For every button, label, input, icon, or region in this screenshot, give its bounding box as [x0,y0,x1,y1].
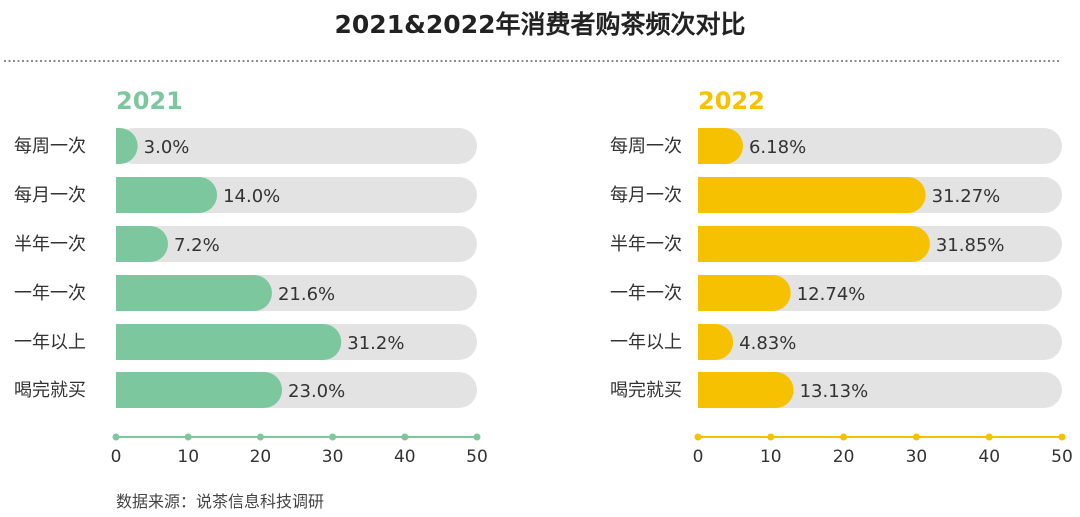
x-tick-label: 0 [693,447,704,467]
source-note: 数据来源：说茶信息科技调研 [116,492,324,511]
bar [698,372,794,408]
x-tick-label: 10 [177,447,199,467]
category-label: 喝完就买 [14,380,86,401]
x-tick-dot [912,433,920,441]
panel-2022: 2022 每周一次 6.18% 每月一次 31.27% 半年一次 31.85% 一年一次 12.… [610,87,1073,467]
value-label: 14.0% [223,186,280,207]
x-tick-dot [694,433,702,441]
category-label: 一年一次 [14,283,86,304]
x-tick-dot [184,433,192,441]
x-tick-label: 10 [760,447,782,467]
x-tick-dot [767,433,775,441]
x-tick-label: 50 [1051,447,1073,467]
value-label: 12.74% [797,284,866,305]
bar [116,324,342,360]
value-label: 31.85% [936,235,1005,256]
bar [116,275,272,311]
panel-title: 2021 [116,87,183,115]
value-label: 13.13% [800,381,869,402]
category-label: 每周一次 [14,136,86,157]
x-tick-dot [256,433,264,441]
category-label: 一年一次 [610,283,682,304]
x-tick-dot [329,433,337,441]
panel-title: 2022 [698,87,765,115]
bar [116,128,138,164]
x-tick-dot [112,433,120,441]
value-label: 23.0% [288,381,345,402]
bar-track [116,128,477,164]
x-tick-label: 50 [466,447,488,467]
bar [698,226,930,262]
value-label: 21.6% [278,284,335,305]
x-tick-label: 40 [978,447,1000,467]
bar-track [698,275,1062,311]
value-label: 4.83% [739,333,796,354]
value-label: 31.27% [932,186,1001,207]
x-tick-label: 0 [111,447,122,467]
category-label: 喝完就买 [610,380,682,401]
bar [116,372,283,408]
x-tick-dot [985,433,993,441]
bar [116,177,218,213]
x-tick-label: 30 [322,447,344,467]
x-tick-dot [401,433,409,441]
category-label: 一年以上 [610,332,682,353]
bar [116,226,168,262]
bar [698,128,743,164]
value-label: 31.2% [347,333,404,354]
category-label: 每月一次 [610,185,682,206]
value-label: 3.0% [144,137,190,158]
category-label: 半年一次 [610,234,682,255]
panel-2021: 2021 每周一次 3.0% 每月一次 14.0% 半年一次 7.2% 一年一次 21.6% 一年… [14,87,488,467]
category-label: 每周一次 [610,136,682,157]
bar [698,177,926,213]
bar [698,324,734,360]
x-tick-label: 30 [906,447,928,467]
bar-track [698,324,1062,360]
x-tick-label: 20 [250,447,272,467]
x-tick-label: 40 [394,447,416,467]
x-tick-dot [1058,433,1066,441]
bar [698,275,791,311]
x-tick-label: 20 [833,447,855,467]
value-label: 7.2% [174,235,220,256]
category-label: 每月一次 [14,185,86,206]
category-label: 一年以上 [14,332,86,353]
x-tick-dot [840,433,848,441]
value-label: 6.18% [749,137,806,158]
category-label: 半年一次 [14,234,86,255]
bar-track [698,128,1062,164]
x-tick-dot [473,433,481,441]
bar-track [116,226,477,262]
chart-title: 2021&2022年消费者购茶频次对比 [335,10,746,39]
